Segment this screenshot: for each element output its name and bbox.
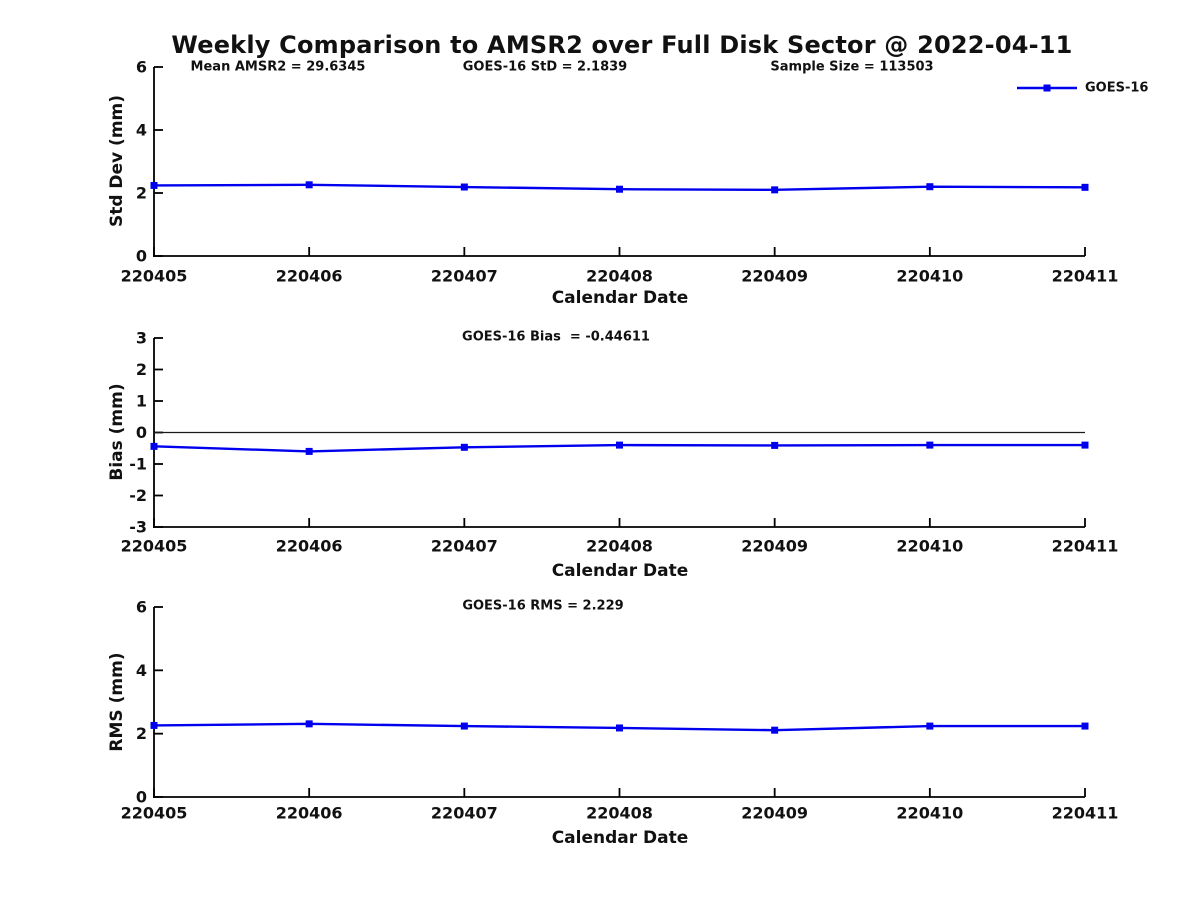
x-axis-label-calendar-date-middle: Calendar Date — [551, 561, 689, 581]
series-marker — [150, 721, 158, 729]
series-marker — [305, 181, 313, 189]
annotation-goes16-rms: GOES-16 RMS = 2.229 — [462, 598, 624, 614]
x-tick-label: 220408 — [586, 804, 653, 823]
series-marker — [771, 441, 779, 449]
x-axis-label-calendar-date-bottom: Calendar Date — [551, 828, 689, 848]
series-marker — [150, 181, 158, 189]
x-axis-label-calendar-date-top: Calendar Date — [551, 288, 689, 308]
legend-series-label: GOES-16 — [1085, 80, 1149, 96]
x-tick-label: 220406 — [276, 804, 343, 823]
annotation-sample-size: Sample Size = 113503 — [770, 59, 934, 75]
series-marker — [771, 186, 779, 194]
x-tick-label: 220411 — [1052, 537, 1119, 556]
x-tick-label: 220407 — [431, 804, 498, 823]
x-tick-label: 220409 — [741, 537, 808, 556]
x-tick-label: 220406 — [276, 537, 343, 556]
x-tick-label: 220405 — [121, 267, 188, 286]
x-tick-label: 220408 — [586, 267, 653, 286]
y-tick-label: -2 — [129, 486, 147, 505]
y-tick-label: 0 — [136, 788, 147, 807]
x-tick-label: 220411 — [1052, 267, 1119, 286]
x-tick-label: 220407 — [431, 537, 498, 556]
y-tick-label: -3 — [129, 518, 147, 537]
series-marker — [1081, 441, 1089, 449]
y-tick-label: 3 — [136, 329, 147, 348]
series-marker — [460, 443, 468, 451]
series-marker — [150, 442, 158, 450]
series-marker — [926, 441, 934, 449]
series-marker — [305, 720, 313, 728]
legend-marker — [1043, 84, 1051, 92]
y-tick-label: 2 — [136, 360, 147, 379]
y-tick-label: 6 — [136, 58, 147, 77]
y-tick-label: 1 — [136, 392, 147, 411]
x-tick-label: 220411 — [1052, 804, 1119, 823]
annotation-goes16-std: GOES-16 StD = 2.1839 — [462, 59, 628, 75]
series-marker — [771, 726, 779, 734]
y-axis-label-rms: RMS (mm) — [107, 652, 127, 752]
series-marker — [926, 722, 934, 730]
y-tick-label: 0 — [136, 423, 147, 442]
series-marker — [460, 183, 468, 191]
x-tick-label: 220407 — [431, 267, 498, 286]
annotation-mean-amsr2: Mean AMSR2 = 29.6345 — [190, 59, 366, 75]
x-tick-label: 220409 — [741, 267, 808, 286]
y-tick-label: 4 — [136, 121, 147, 140]
series-marker — [926, 183, 934, 191]
x-tick-label: 220405 — [121, 804, 188, 823]
x-tick-label: 220409 — [741, 804, 808, 823]
y-tick-label: 0 — [136, 247, 147, 266]
y-tick-label: 6 — [136, 598, 147, 617]
y-axis-label-bias: Bias (mm) — [107, 383, 127, 481]
x-tick-label: 220410 — [896, 537, 963, 556]
series-marker — [305, 447, 313, 455]
annotation-goes16-bias: GOES-16 Bias = -0.44611 — [462, 329, 650, 345]
series-marker — [460, 722, 468, 730]
series-marker — [616, 441, 623, 449]
series-marker — [1081, 183, 1089, 191]
y-axis-label-std-dev: Std Dev (mm) — [107, 94, 127, 228]
x-tick-label: 220406 — [276, 267, 343, 286]
x-tick-label: 220405 — [121, 537, 188, 556]
x-tick-label: 220408 — [586, 537, 653, 556]
x-tick-label: 220410 — [896, 267, 963, 286]
x-tick-label: 220410 — [896, 804, 963, 823]
series-marker — [1081, 722, 1089, 730]
series-marker — [616, 724, 623, 732]
y-tick-label: -1 — [129, 455, 147, 474]
figure-title: Weekly Comparison to AMSR2 over Full Dis… — [171, 31, 1073, 59]
y-tick-label: 2 — [136, 724, 147, 743]
y-tick-label: 4 — [136, 661, 147, 680]
series-marker — [616, 185, 623, 193]
y-tick-label: 2 — [136, 184, 147, 203]
